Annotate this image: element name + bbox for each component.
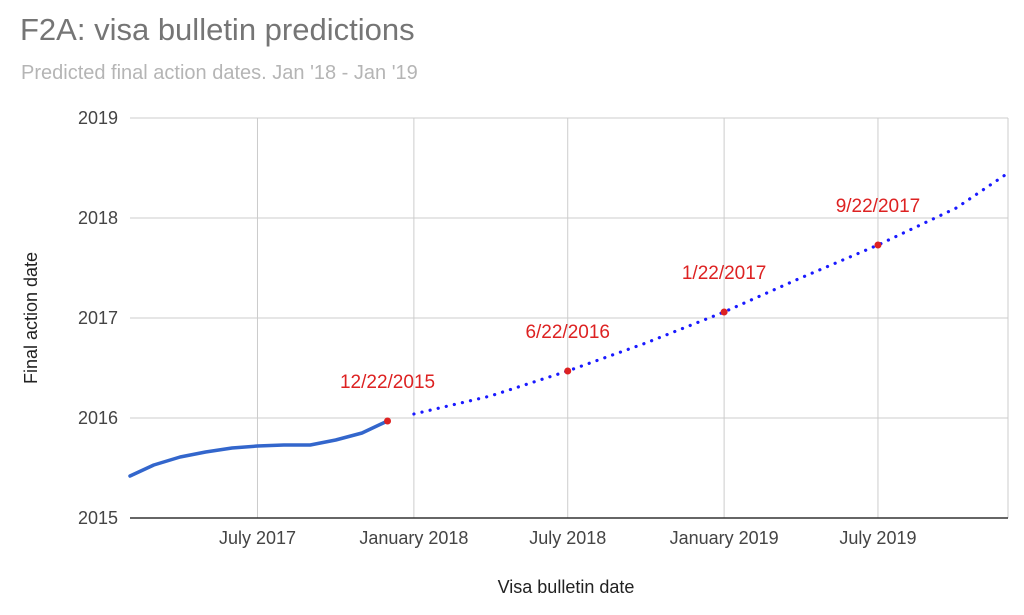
gridlines xyxy=(130,117,1009,518)
x-axis-title: Visa bulletin date xyxy=(498,577,635,597)
y-tick-label: 2019 xyxy=(78,108,118,128)
actual-series-line xyxy=(128,419,390,478)
y-axis-title: Final action date xyxy=(21,252,41,384)
chart-subtitle: Predicted final action dates. Jan '18 - … xyxy=(21,62,418,84)
chart-title: F2A: visa bulletin predictions xyxy=(20,12,415,47)
y-tick-label: 2015 xyxy=(78,508,118,528)
annotation-point xyxy=(384,417,392,425)
annotation-point xyxy=(564,367,572,375)
axes: 2015 2016 2017 2018 2019 July 2017 January 201… xyxy=(78,108,1008,548)
annotation-label: 1/22/2017 xyxy=(682,263,767,284)
annotation-point xyxy=(874,241,882,249)
y-tick-label: 2016 xyxy=(78,408,118,428)
x-tick-label: July 2019 xyxy=(839,528,916,548)
annotations: 12/22/2015 6/22/2016 1/22/2017 9/22/2017 xyxy=(340,196,920,425)
series xyxy=(128,171,1010,478)
x-tick-label: January 2018 xyxy=(359,528,468,548)
x-tick-label: July 2018 xyxy=(529,528,606,548)
annotation-label: 9/22/2017 xyxy=(836,196,921,217)
x-tick-label: July 2017 xyxy=(219,528,296,548)
y-tick-label: 2017 xyxy=(78,308,118,328)
annotation-label: 12/22/2015 xyxy=(340,372,435,393)
annotation-label: 6/22/2016 xyxy=(525,322,610,343)
annotation-point xyxy=(720,308,728,316)
y-tick-label: 2018 xyxy=(78,208,118,228)
x-tick-label: January 2019 xyxy=(670,528,779,548)
